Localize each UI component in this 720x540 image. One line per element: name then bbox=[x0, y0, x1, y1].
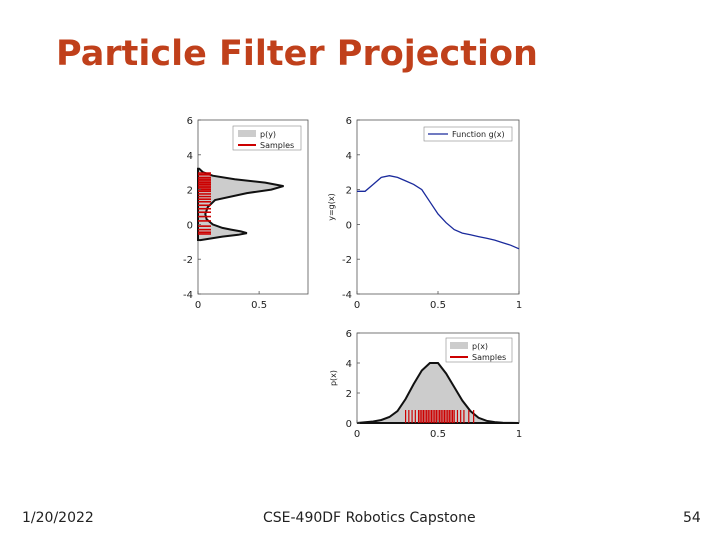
py-legend: p(y) Samples bbox=[232, 125, 302, 151]
gx-y-axis-label: y=g(x) bbox=[327, 193, 336, 221]
px-legend-entry-1: Samples bbox=[472, 353, 506, 362]
px-y-tick-label-2: 2 bbox=[346, 389, 352, 400]
px-legend-swatch bbox=[450, 342, 468, 349]
px-x-ticks: 0 0.5 1 bbox=[354, 420, 522, 440]
gx-x-tick-label-1: 0.5 bbox=[430, 300, 446, 311]
px-y-ticks: 6 4 2 0 bbox=[346, 329, 360, 430]
py-samples bbox=[198, 172, 211, 235]
px-y-tick-label-3: 0 bbox=[346, 419, 352, 430]
py-x-ticks: 0 0.5 bbox=[195, 291, 267, 311]
footer-page-number: 54 bbox=[683, 510, 701, 526]
gx-legend-box bbox=[423, 126, 513, 142]
px-area bbox=[356, 362, 520, 424]
gx-y-tick-label-1: 4 bbox=[346, 151, 352, 162]
py-y-tick-label-3: 0 bbox=[187, 220, 193, 231]
gx-x-tick-label-2: 1 bbox=[516, 300, 522, 311]
gx-y-tick-label-5: -4 bbox=[342, 290, 352, 301]
py-legend-entry-0: p(y) bbox=[260, 130, 276, 139]
panel-gx-frame bbox=[356, 119, 520, 295]
gx-legend-entry-0: Function g(x) bbox=[452, 130, 505, 139]
py-y-tick-label-0: 6 bbox=[187, 116, 193, 127]
gx-x-ticks: 0 0.5 1 bbox=[354, 291, 522, 311]
slide-title: Particle Filter Projection bbox=[56, 34, 538, 74]
gx-y-tick-label-4: -2 bbox=[342, 255, 352, 266]
py-x-tick-label-1: 0.5 bbox=[251, 300, 267, 311]
py-legend-entry-1: Samples bbox=[260, 141, 294, 150]
px-y-tick-label-0: 6 bbox=[346, 329, 352, 340]
px-legend-entry-0: p(x) bbox=[472, 342, 488, 351]
py-y-tick-label-1: 4 bbox=[187, 151, 193, 162]
px-y-tick-label-1: 4 bbox=[346, 359, 352, 370]
px-legend: p(x) Samples bbox=[445, 337, 513, 363]
px-x-tick-label-1: 0.5 bbox=[430, 429, 446, 440]
py-y-tick-label-4: -2 bbox=[183, 255, 193, 266]
py-legend-swatch bbox=[238, 130, 256, 137]
py-y-tick-label-5: -4 bbox=[183, 290, 193, 301]
gx-line bbox=[357, 175, 520, 250]
px-y-axis-label: p(x) bbox=[329, 370, 338, 386]
py-y-ticks: 6 4 2 0 -2 -4 bbox=[183, 116, 201, 301]
py-y-tick-label-2: 2 bbox=[187, 186, 193, 197]
gx-legend: Function g(x) bbox=[423, 126, 513, 142]
px-x-tick-label-0: 0 bbox=[354, 429, 360, 440]
py-x-tick-label-0: 0 bbox=[195, 300, 201, 311]
gx-x-tick-label-0: 0 bbox=[354, 300, 360, 311]
gx-y-tick-label-2: 2 bbox=[346, 186, 352, 197]
px-x-tick-label-2: 1 bbox=[516, 429, 522, 440]
gx-y-tick-label-0: 6 bbox=[346, 116, 352, 127]
gx-y-ticks: 6 4 2 0 -2 -4 bbox=[342, 116, 360, 301]
gx-y-tick-label-3: 0 bbox=[346, 220, 352, 231]
footer-date: 1/20/2022 bbox=[22, 510, 94, 526]
footer-course: CSE-490DF Robotics Capstone bbox=[263, 510, 476, 526]
px-samples bbox=[405, 410, 475, 423]
